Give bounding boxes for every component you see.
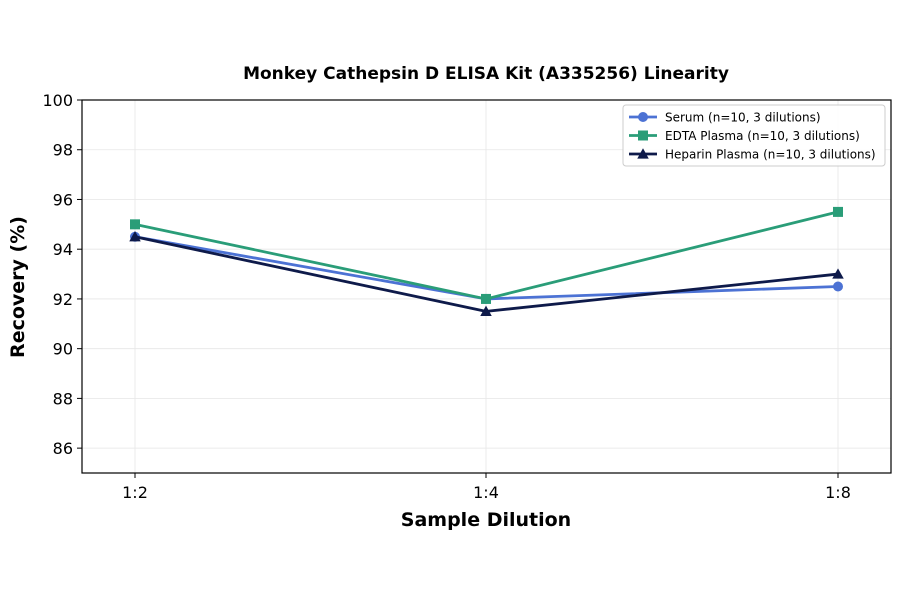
data-point [833,206,843,217]
y-tick-label: 86 [53,439,73,458]
data-point [129,231,141,242]
y-tick-label: 88 [53,389,73,408]
axis-ticks: 86 88 90 92 94 96 98 100 1:2 1:4 1:8 [42,91,850,502]
legend: Serum (n=10, 3 dilutions) EDTA Plasma (n=… [622,104,886,167]
data-point [130,219,140,230]
legend-marker [638,112,648,122]
data-point [481,293,491,304]
data-point [480,305,492,316]
data-point [833,281,843,292]
y-tick-label: 90 [53,340,73,359]
legend-box [622,104,886,167]
y-tick-label: 92 [53,290,73,309]
legend-label: Heparin Plasma (n=10, 3 dilutions) [665,148,876,162]
y-tick-label: 96 [53,190,73,209]
legend-label: EDTA Plasma (n=10, 3 dilutions) [665,129,860,143]
x-tick-label: 1:2 [122,483,148,502]
legend-label: Serum (n=10, 3 dilutions) [665,111,821,125]
legend-marker [637,148,649,159]
y-tick-label: 100 [42,91,73,110]
chart-title: Monkey Cathepsin D ELISA Kit (A335256) L… [243,64,729,84]
data-point [832,268,844,279]
y-tick-label: 94 [53,240,73,259]
series-layer [129,206,844,316]
x-axis-label: Sample Dilution [401,509,571,531]
y-tick-label: 98 [53,141,73,160]
y-axis-label: Recovery (%) [7,216,29,358]
legend-marker [638,130,648,141]
x-tick-label: 1:8 [825,483,851,502]
x-tick-label: 1:4 [473,483,499,502]
